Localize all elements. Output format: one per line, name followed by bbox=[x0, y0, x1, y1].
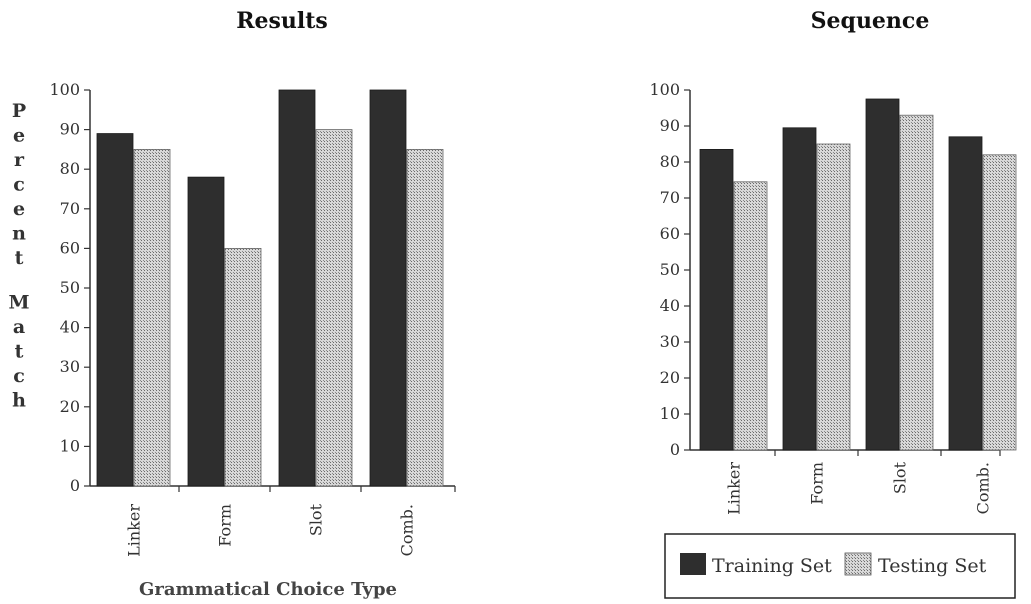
y-tick-label: 80 bbox=[660, 152, 680, 171]
legend-label-training: Training Set bbox=[712, 555, 832, 577]
y-axis-label-letter: t bbox=[15, 247, 24, 269]
legend: Training Set Testing Set bbox=[664, 533, 1016, 599]
chart1-title: Results bbox=[236, 8, 328, 34]
y-tick-label: 70 bbox=[660, 188, 680, 207]
y-tick-label: 20 bbox=[660, 368, 680, 387]
y-axis-label-letter: c bbox=[13, 174, 25, 196]
bar-testing-linker bbox=[733, 181, 768, 451]
chart1-x-axis-label: Grammatical Choice Type bbox=[139, 579, 397, 600]
bar-testing-slot bbox=[315, 129, 353, 487]
y-axis-label-letter: P bbox=[12, 100, 26, 122]
y-tick-label: 60 bbox=[660, 224, 680, 243]
y-tick-label: 0 bbox=[70, 476, 80, 495]
y-tick-label: 0 bbox=[670, 440, 680, 459]
y-tick-label: 40 bbox=[60, 318, 80, 337]
legend-label-testing: Testing Set bbox=[878, 555, 987, 577]
bar-testing-comb bbox=[982, 154, 1017, 451]
y-tick-label: 30 bbox=[60, 357, 80, 376]
category-label: Form bbox=[808, 462, 827, 505]
y-tick-label: 100 bbox=[49, 80, 80, 99]
bar-testing-slot bbox=[899, 114, 934, 451]
category-label: Slot bbox=[891, 461, 910, 494]
y-tick-label: 50 bbox=[660, 260, 680, 279]
chart2-plot: 0 10 20 30 40 50 60 70 80 90 100 Linker Form Slot Comb… bbox=[649, 80, 1017, 515]
category-label: Form bbox=[216, 504, 235, 547]
y-axis-label-letter: n bbox=[12, 223, 26, 245]
category-label: Linker bbox=[125, 504, 144, 557]
y-tick-label: 30 bbox=[660, 332, 680, 351]
legend-box bbox=[664, 533, 1016, 599]
y-tick-label: 10 bbox=[60, 436, 80, 455]
bar-training-form bbox=[187, 176, 225, 487]
bar-training-comb bbox=[369, 89, 407, 487]
y-axis-label-letter: r bbox=[14, 149, 25, 171]
category-label: Comb. bbox=[398, 504, 417, 556]
bar-training-linker bbox=[96, 133, 134, 487]
chart1-plot: 0 10 20 30 40 50 60 70 80 90 100 Linker Form Slot Comb… bbox=[49, 80, 456, 557]
y-tick-label: 10 bbox=[660, 404, 680, 423]
bar-testing-form bbox=[224, 247, 262, 487]
y-axis-label-letter: e bbox=[13, 125, 25, 147]
y-tick-label: 60 bbox=[60, 238, 80, 257]
bar-training-comb bbox=[948, 136, 983, 451]
bar-training-linker bbox=[699, 148, 734, 451]
bar-testing-comb bbox=[406, 148, 444, 487]
category-label: Comb. bbox=[974, 462, 993, 514]
y-axis-label-letter: e bbox=[13, 198, 25, 220]
y-tick-label: 40 bbox=[660, 296, 680, 315]
y-tick-label: 70 bbox=[60, 199, 80, 218]
bar-testing-linker bbox=[133, 148, 171, 487]
y-tick-label: 90 bbox=[660, 116, 680, 135]
y-axis-label-letter: a bbox=[13, 316, 25, 338]
y-tick-label: 80 bbox=[60, 159, 80, 178]
y-tick-label: 50 bbox=[60, 278, 80, 297]
y-axis-label-letter: t bbox=[15, 341, 24, 363]
y-axis-label-letter: c bbox=[13, 365, 25, 387]
legend-swatch-training bbox=[680, 553, 706, 575]
bar-testing-form bbox=[816, 143, 851, 451]
category-label: Slot bbox=[307, 503, 326, 536]
y-tick-label: 90 bbox=[60, 120, 80, 139]
bar-training-slot bbox=[865, 98, 900, 451]
legend-swatch-testing bbox=[844, 552, 872, 576]
y-tick-label: 100 bbox=[649, 80, 680, 99]
y-axis-label-letter: M bbox=[8, 292, 29, 314]
bar-training-form bbox=[782, 127, 817, 451]
bar-training-slot bbox=[278, 89, 316, 487]
y-tick-label: 20 bbox=[60, 397, 80, 416]
category-label: Linker bbox=[725, 462, 744, 515]
chart2-title: Sequence bbox=[811, 8, 930, 34]
y-axis-label-letter: h bbox=[12, 390, 26, 412]
